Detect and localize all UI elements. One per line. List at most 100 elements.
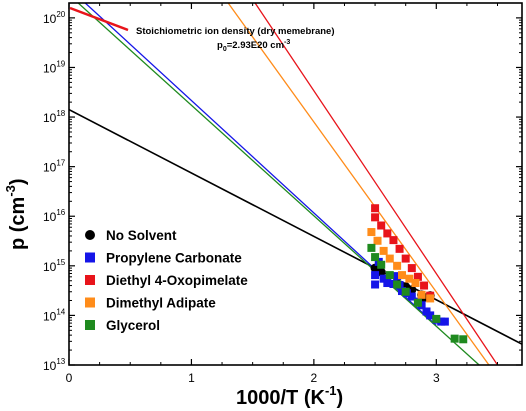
y-tick-exponent: 20: [56, 10, 65, 19]
annotation-unit-exponent: -3: [284, 39, 290, 46]
y-tick-label-8: 1020: [43, 10, 66, 26]
y-axis-title: p (cm-3): [3, 178, 29, 250]
legend-label-1: No Solvent: [106, 228, 177, 243]
annotation-p-symbol: p: [217, 40, 223, 51]
fit-line-4: [227, 3, 490, 365]
data-point-s3-1: [371, 204, 380, 213]
y-tick-exponent: 17: [56, 159, 65, 168]
y-tick-exponent: 14: [56, 307, 65, 316]
data-point-s5-1: [367, 243, 376, 252]
data-point-s5-8: [432, 314, 441, 323]
data-point-s5-9: [450, 334, 459, 343]
y-tick-exponent: 15: [56, 258, 65, 267]
y-tick-exponent: 19: [56, 59, 65, 68]
y-tick-label-4: 1016: [43, 208, 66, 224]
x-axis-title-close: ): [337, 387, 344, 409]
fit-lines: [69, 3, 522, 365]
annotation-arrow: [69, 6, 129, 32]
data-point-s5-4: [385, 271, 394, 280]
data-point-s4-10: [426, 294, 435, 303]
legend-marker-5: [85, 320, 95, 330]
annotation-value: =2.93E20 cm: [227, 40, 284, 51]
y-tick-label-3: 1015: [43, 258, 66, 274]
annotation-line1: Stoichiometric ion density (dry memebran…: [136, 26, 335, 37]
data-point-s4-4: [385, 254, 394, 263]
data-point-s5-10: [459, 335, 468, 344]
data-point-s4-9: [417, 290, 426, 299]
data-point-s3-2: [371, 213, 380, 222]
x-tick-label-4: 3: [433, 371, 440, 385]
data-point-s4-6: [398, 271, 407, 280]
y-tick-label-7: 1019: [43, 59, 66, 75]
y-tick-base: 10: [43, 161, 57, 175]
y-tick-label-1: 1013: [43, 357, 66, 373]
y-tick-base: 10: [43, 111, 57, 125]
legend-marker-3: [85, 275, 95, 285]
y-tick-base: 10: [43, 260, 57, 274]
annotation-line2: p0=2.93E20 cm-3: [217, 39, 290, 53]
y-tick-base: 10: [43, 61, 57, 75]
data-point-s2-2: [371, 271, 380, 280]
x-tick-label-3: 2: [311, 371, 318, 385]
y-tick-exponent: 13: [56, 357, 65, 366]
fit-line-5: [77, 3, 480, 365]
y-tick-exponent: 16: [56, 208, 65, 217]
data-point-s2-5: [383, 279, 392, 288]
data-point-s3-3: [377, 221, 386, 230]
data-point-s4-8: [411, 279, 420, 288]
data-point-s5-5: [393, 280, 402, 289]
x-tick-label-1: 0: [66, 371, 73, 385]
data-point-s3-10: [420, 281, 429, 290]
annotation-p-subscript: 0: [223, 46, 227, 53]
x-tick-label-2: 1: [188, 371, 195, 385]
data-point-s2-1: [371, 280, 380, 289]
legend: No Solvent Propylene Carbonate Diethyl 4-O…: [85, 228, 248, 333]
y-axis-title-text: p (cm: [7, 197, 29, 250]
data-point-s2-7: [393, 272, 402, 281]
legend-marker-2: [85, 252, 95, 263]
data-point-s4-3: [379, 246, 388, 255]
x-axis-ticks: 0 1 2 3: [66, 3, 499, 385]
data-point-s3-7: [401, 254, 410, 263]
x-axis-title: 1000/T (K-1): [236, 383, 343, 409]
data-points: [367, 204, 468, 344]
legend-label-4: Dimethyl Adipate: [106, 296, 216, 311]
data-point-s5-2: [371, 253, 380, 262]
data-point-s5-6: [401, 287, 410, 296]
y-tick-exponent: 18: [56, 109, 65, 118]
data-point-s2-15: [426, 311, 435, 320]
y-tick-base: 10: [43, 12, 57, 26]
data-point-s3-8: [407, 264, 416, 273]
fit-line-3: [254, 3, 499, 365]
data-point-s4-7: [405, 274, 414, 283]
y-tick-label-2: 1014: [43, 307, 66, 323]
data-point-s3-6: [395, 244, 404, 253]
legend-label-2: Propylene Carbonate: [106, 251, 242, 266]
data-point-s4-2: [373, 236, 382, 245]
y-tick-label-5: 1017: [43, 159, 66, 175]
data-point-s5-7: [413, 298, 422, 307]
axes: [68, 2, 523, 366]
x-axis-title-text: 1000/T (K: [236, 387, 325, 409]
data-point-s3-4: [383, 229, 392, 238]
legend-label-3: Diethyl 4-Oxopimelate: [106, 273, 248, 288]
x-axis-title-exponent: -1: [325, 383, 337, 398]
y-tick-base: 10: [43, 210, 57, 224]
y-axis-title-exponent: -3: [3, 185, 18, 197]
y-tick-base: 10: [43, 359, 57, 373]
plot-frame: [68, 2, 523, 366]
data-point-s3-9: [413, 272, 422, 281]
data-point-s5-3: [377, 260, 386, 269]
y-tick-label-6: 1018: [43, 109, 66, 125]
data-point-s2-11: [407, 292, 416, 301]
legend-marker-1: [85, 230, 95, 240]
data-point-s4-1: [367, 228, 376, 237]
annotation: Stoichiometric ion density (dry memebran…: [69, 6, 335, 53]
data-point-s3-5: [389, 236, 398, 245]
legend-label-5: Glycerol: [106, 318, 160, 333]
legend-marker-4: [85, 297, 95, 308]
data-point-s4-5: [393, 261, 402, 270]
data-point-s2-18: [440, 317, 449, 326]
